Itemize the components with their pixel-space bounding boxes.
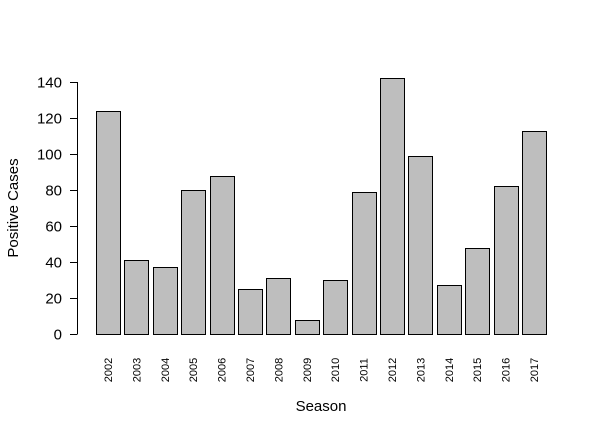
x-tick-label-2008: 2008 xyxy=(273,358,285,382)
x-tick-label-2014: 2014 xyxy=(444,358,456,382)
bar-2009 xyxy=(295,320,320,335)
x-axis-title: Season xyxy=(296,398,347,415)
x-tick-labels: 2002 2003 2004 2005 2006 2007 2008 2009 2010 2011… xyxy=(103,358,541,382)
bars-group xyxy=(96,78,547,335)
y-tick-label-60: 60 xyxy=(45,219,62,236)
y-tick-label-100: 100 xyxy=(37,147,62,164)
x-tick-label-2015: 2015 xyxy=(472,358,484,382)
bar-2011 xyxy=(352,192,377,335)
x-tick-label-2009: 2009 xyxy=(302,358,314,382)
x-tick-label-2016: 2016 xyxy=(501,358,513,382)
y-tick-label-40: 40 xyxy=(45,255,62,272)
bar-2005 xyxy=(181,190,206,335)
x-tick-label-2013: 2013 xyxy=(415,358,427,382)
bar-2008 xyxy=(266,278,291,335)
bar-2006 xyxy=(210,176,235,335)
x-tick-label-2011: 2011 xyxy=(359,358,371,382)
bar-2004 xyxy=(153,267,178,335)
y-tick-label-80: 80 xyxy=(45,183,62,200)
bar-2010 xyxy=(323,280,348,335)
y-tick-label-0: 0 xyxy=(54,327,62,344)
x-tick-label-2012: 2012 xyxy=(387,358,399,382)
x-tick-label-2002: 2002 xyxy=(103,358,115,382)
bar-2002 xyxy=(96,111,121,335)
bar-2013 xyxy=(408,156,433,335)
bar-2012 xyxy=(380,78,405,335)
y-axis: 0 20 40 60 80 100 120 140 xyxy=(37,75,78,344)
y-tick-label-120: 120 xyxy=(37,111,62,128)
bar-2017 xyxy=(522,131,547,335)
bar-2015 xyxy=(465,248,490,335)
x-tick-label-2007: 2007 xyxy=(245,358,257,382)
x-tick-label-2005: 2005 xyxy=(188,358,200,382)
x-tick-label-2017: 2017 xyxy=(529,358,541,382)
y-tick-label-140: 140 xyxy=(37,75,62,92)
x-tick-label-2003: 2003 xyxy=(131,358,143,382)
y-tick-label-20: 20 xyxy=(45,291,62,308)
x-tick-label-2006: 2006 xyxy=(217,358,229,382)
bar-2014 xyxy=(437,285,462,335)
bar-2003 xyxy=(124,260,149,335)
y-axis-title: Positive Cases xyxy=(5,158,22,257)
x-tick-label-2004: 2004 xyxy=(160,358,172,382)
x-tick-label-2010: 2010 xyxy=(330,358,342,382)
bar-2007 xyxy=(238,289,263,335)
bar-2016 xyxy=(494,186,519,335)
